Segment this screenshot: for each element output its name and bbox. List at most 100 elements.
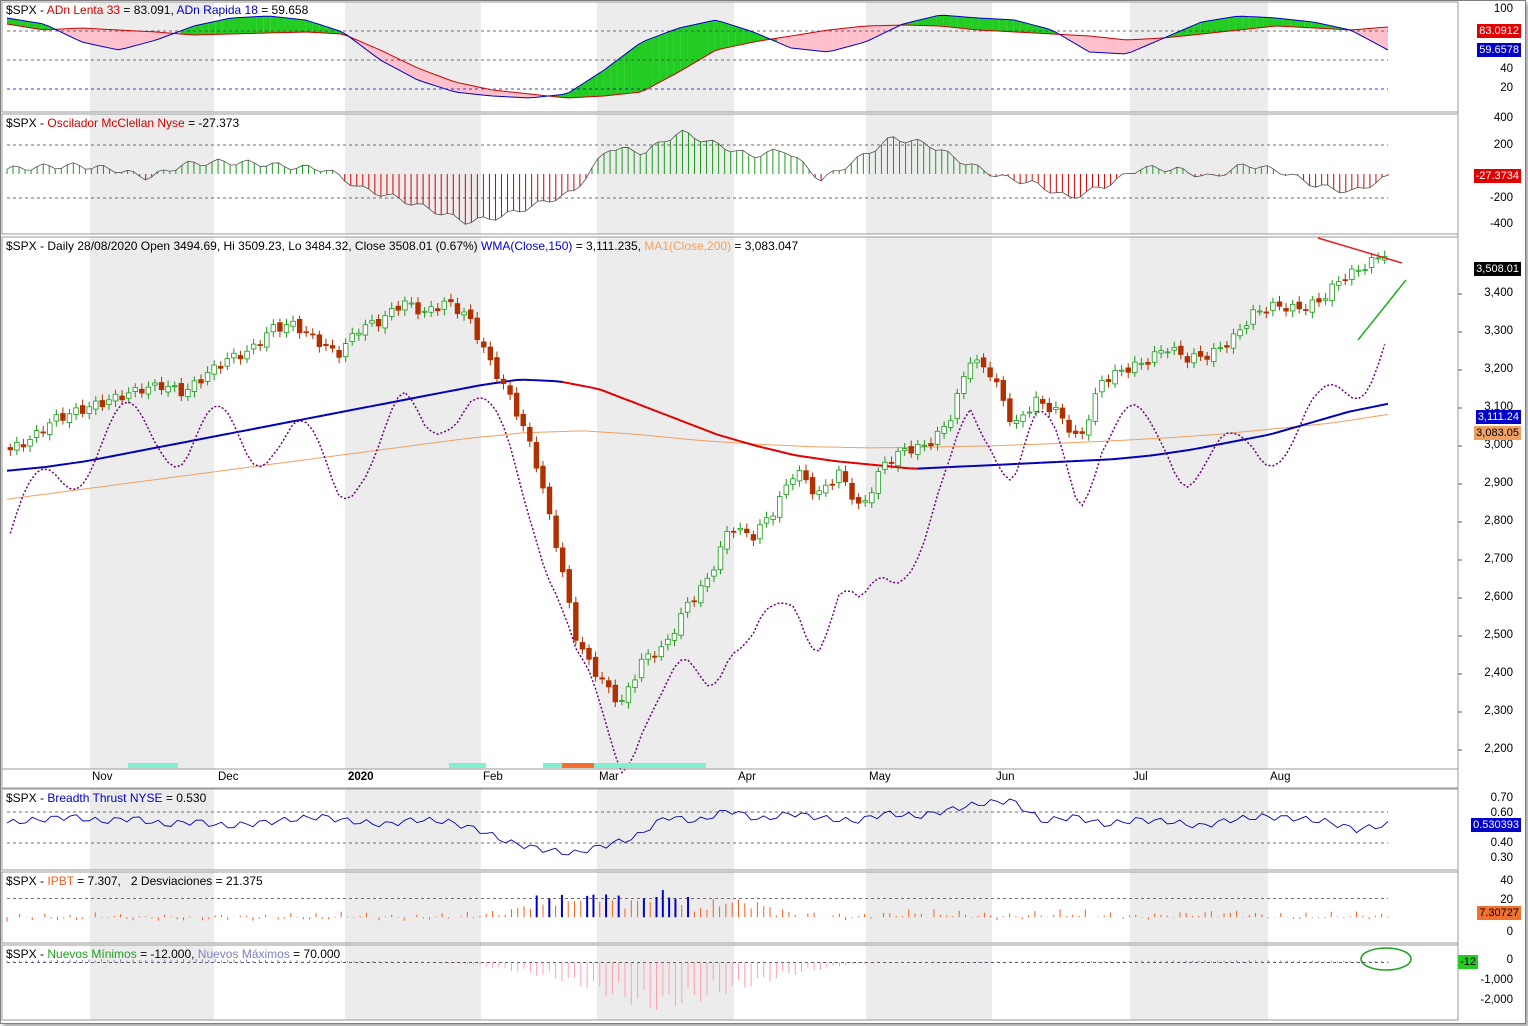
candle-body [185,389,191,397]
wma-segment [623,397,633,403]
wma-segment [469,384,478,389]
adn-fill [818,30,826,52]
month-2020: 2020 [348,771,374,783]
candle-body [99,400,106,408]
ipbt-dev-label: 2 Desviaciones = 21.375 [130,874,263,888]
candle-body [1184,356,1191,363]
candle-body [7,447,13,451]
wma-segment [215,433,224,438]
candle-body [928,443,934,447]
candle-body [421,310,428,313]
wma-segment [377,402,386,407]
wma-segment [30,466,38,470]
candle-body [369,320,375,324]
price-tick: 3,400 [1484,287,1513,299]
wma-segment [1171,450,1180,454]
adn-fill [1096,36,1104,53]
wma-segment [107,454,116,459]
adn-fill [208,21,216,35]
candle-body [408,302,415,305]
month-shade [866,789,992,870]
adn-fill [395,57,403,72]
wma-segment [384,401,393,405]
adn-fill [1290,19,1298,28]
adn-fill [714,20,722,51]
month-shade [345,945,481,1020]
candle-body [803,470,809,481]
adn-fill [298,19,306,33]
candle-body [375,319,382,327]
wma-segment [739,440,748,445]
adn-fill [1304,21,1312,28]
adn-fill [236,17,243,34]
wma-segment [608,391,617,397]
candle-body [855,496,862,504]
adn-fill [145,31,153,43]
month-shade [597,789,734,870]
month-dec: Dec [218,771,239,783]
wma-segment [554,380,563,383]
wma-segment [400,398,409,402]
adn-fill [652,35,660,87]
wma-segment [276,421,285,426]
candle-body [303,331,309,334]
month-shade [1130,945,1268,1020]
wma-segment [870,463,879,467]
candle-body [1138,362,1145,365]
adn-fill [222,18,230,35]
month-shade [345,114,481,234]
signal-marker [543,763,562,768]
wma-segment [253,426,262,430]
adn-fill [7,18,14,26]
hl-tick-0: 0 [1506,954,1513,966]
candle-body [540,465,546,489]
candle-body [1217,347,1224,350]
adn-fill [263,16,271,34]
hl-tick-neg1000: -1,000 [1480,974,1513,986]
candle-body [1125,367,1131,373]
candle-body [934,430,941,445]
adn-fill [1145,38,1153,47]
candle-body [678,613,684,636]
adn-fill [680,26,688,72]
candle-body [875,471,882,494]
candle-body [1349,268,1355,280]
adn-fill [798,33,806,50]
candle-body [316,334,323,347]
wma-segment [685,421,695,427]
adn-fill [1047,28,1055,35]
candle-body [467,309,474,320]
candle-body [428,306,434,313]
candle-body [283,324,290,334]
adn-fill [20,20,28,28]
adn-fill [923,17,930,26]
adn-fill [291,18,299,33]
month-apr: Apr [738,771,756,783]
wma-segment [60,462,69,466]
mcc-tick-neg400: -400 [1489,218,1513,230]
wma-segment [708,430,718,436]
candle-body [1230,333,1237,349]
candle-body [237,355,244,360]
month-shade [345,789,481,870]
candle-body [389,308,395,317]
candle-body [1059,407,1066,419]
adn-fill [1110,38,1118,54]
adn-fill [589,74,597,97]
candle-body [836,469,842,483]
bt-tick-040: 0.40 [1490,837,1513,849]
candle-body [1289,303,1296,312]
wma-segment [407,396,417,401]
month-shade [1130,237,1268,769]
candle-body [625,686,632,704]
adn-fill [1207,19,1215,34]
price-tick: 2,700 [1484,553,1513,565]
mcc-tick-200: 200 [1493,139,1513,151]
wma-segment [585,385,594,389]
wma-segment [145,447,154,451]
wma-segment [292,418,301,423]
candle-body [1026,411,1033,414]
candle-body [862,500,868,503]
candle-body [1033,396,1039,412]
